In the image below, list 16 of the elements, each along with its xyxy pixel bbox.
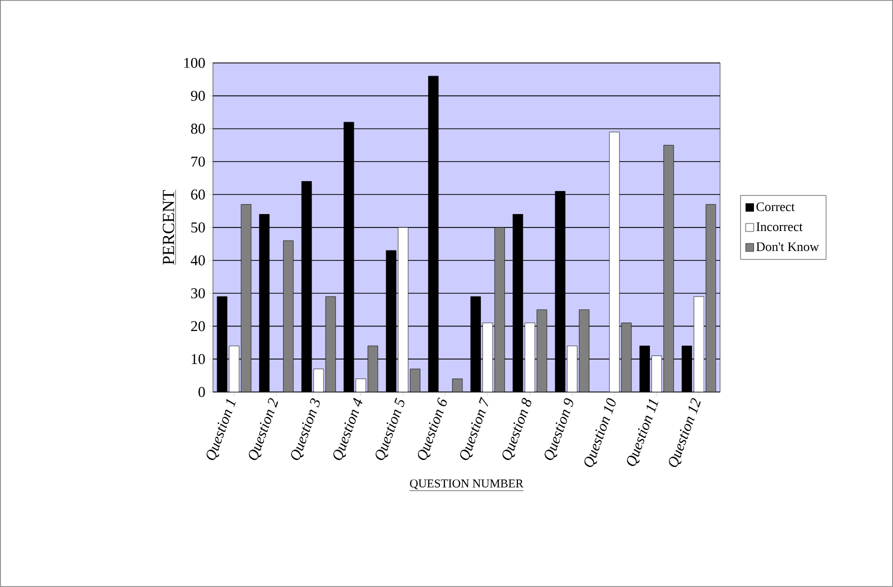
y-tick-label: 100 xyxy=(184,58,205,68)
y-tick-label: 60 xyxy=(191,190,205,200)
y-tick-label: 90 xyxy=(190,90,205,101)
y-tick-label: 10 xyxy=(192,354,205,364)
legend-label: Incorrect xyxy=(756,222,803,232)
legend-label: Correct xyxy=(756,202,795,212)
y-tick-label: 50 xyxy=(191,222,205,233)
y-axis-title: PERCENT xyxy=(162,190,174,265)
x-axis-title: QUESTION NUMBER xyxy=(410,479,524,490)
y-tick-label: 80 xyxy=(191,124,205,134)
y-tick-label: 0 xyxy=(198,386,205,398)
y-tick-label: 30 xyxy=(191,288,205,298)
y-tick-label: 40 xyxy=(190,255,205,266)
y-tick-label: 20 xyxy=(191,321,205,332)
legend-label: Don't Know xyxy=(756,242,820,252)
y-tick-label: 70 xyxy=(191,156,205,167)
